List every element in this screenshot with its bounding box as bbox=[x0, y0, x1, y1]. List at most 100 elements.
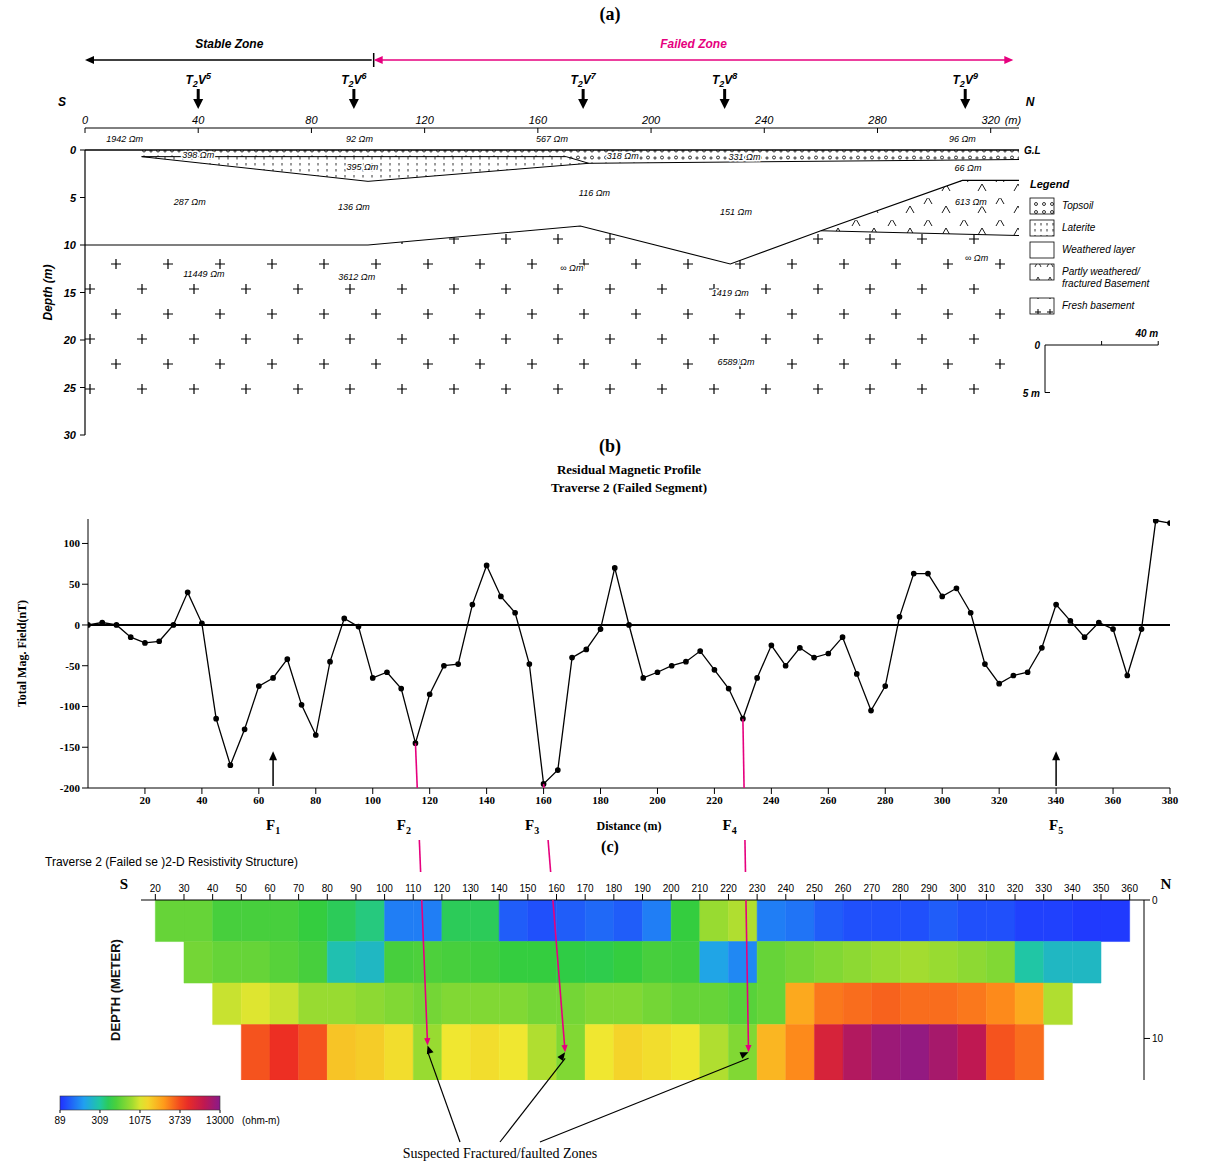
svg-text:40 m: 40 m bbox=[1134, 328, 1158, 339]
svg-text:110: 110 bbox=[405, 883, 421, 894]
svg-text:N: N bbox=[1026, 95, 1035, 109]
svg-text:280: 280 bbox=[867, 114, 887, 126]
svg-text:(ohm-m): (ohm-m) bbox=[242, 1115, 280, 1126]
svg-text:Residual Magnetic Profile: Residual Magnetic Profile bbox=[557, 462, 701, 477]
svg-text:30: 30 bbox=[178, 883, 190, 894]
svg-text:G.L: G.L bbox=[1024, 145, 1041, 156]
svg-text:170: 170 bbox=[577, 883, 594, 894]
svg-text:∞ Ωm: ∞ Ωm bbox=[560, 263, 584, 273]
svg-text:-200: -200 bbox=[60, 782, 81, 794]
svg-text:25: 25 bbox=[63, 382, 77, 394]
svg-text:F3: F3 bbox=[525, 817, 539, 836]
svg-text:280: 280 bbox=[892, 883, 909, 894]
svg-text:180: 180 bbox=[592, 794, 609, 806]
svg-text:80: 80 bbox=[310, 794, 322, 806]
svg-text:60: 60 bbox=[264, 883, 276, 894]
svg-text:S: S bbox=[58, 95, 66, 109]
svg-text:320: 320 bbox=[1007, 883, 1024, 894]
svg-text:190: 190 bbox=[634, 883, 651, 894]
svg-text:320: 320 bbox=[991, 794, 1008, 806]
svg-text:80: 80 bbox=[305, 114, 318, 126]
svg-text:151 Ωm: 151 Ωm bbox=[720, 207, 752, 217]
svg-text:360: 360 bbox=[1105, 794, 1122, 806]
svg-text:89: 89 bbox=[54, 1115, 66, 1126]
svg-text:92 Ωm: 92 Ωm bbox=[346, 134, 373, 144]
svg-text:T2V9: T2V9 bbox=[953, 71, 978, 89]
svg-text:310: 310 bbox=[978, 883, 995, 894]
svg-text:(a): (a) bbox=[600, 4, 621, 25]
svg-text:100: 100 bbox=[376, 883, 393, 894]
svg-text:5: 5 bbox=[70, 192, 77, 204]
svg-text:309: 309 bbox=[92, 1115, 109, 1126]
svg-text:50: 50 bbox=[236, 883, 248, 894]
svg-text:Total Mag. Field(nT): Total Mag. Field(nT) bbox=[15, 600, 29, 707]
svg-text:120: 120 bbox=[415, 114, 434, 126]
svg-text:280: 280 bbox=[877, 794, 894, 806]
svg-text:Traverse 2 (Failed Segment): Traverse 2 (Failed Segment) bbox=[551, 480, 707, 495]
svg-text:20: 20 bbox=[139, 794, 151, 806]
svg-text:20: 20 bbox=[150, 883, 162, 894]
svg-text:398 Ωm: 398 Ωm bbox=[182, 150, 214, 160]
svg-text:331 Ωm: 331 Ωm bbox=[729, 152, 761, 162]
svg-text:Depth (m): Depth (m) bbox=[41, 265, 55, 321]
svg-text:15: 15 bbox=[64, 287, 77, 299]
svg-text:260: 260 bbox=[835, 883, 852, 894]
svg-text:140: 140 bbox=[478, 794, 495, 806]
svg-text:40: 40 bbox=[192, 114, 205, 126]
svg-text:-50: -50 bbox=[65, 660, 80, 672]
svg-text:S: S bbox=[120, 876, 128, 892]
svg-text:210: 210 bbox=[691, 883, 708, 894]
svg-text:(b): (b) bbox=[599, 436, 621, 457]
svg-text:Legend: Legend bbox=[1030, 178, 1069, 190]
svg-text:240: 240 bbox=[763, 794, 780, 806]
svg-text:-100: -100 bbox=[60, 700, 81, 712]
svg-text:10: 10 bbox=[1152, 1033, 1164, 1044]
svg-text:0: 0 bbox=[82, 114, 89, 126]
svg-text:∞ Ωm: ∞ Ωm bbox=[965, 253, 989, 263]
svg-text:116 Ωm: 116 Ωm bbox=[579, 188, 611, 198]
svg-text:160: 160 bbox=[529, 114, 548, 126]
svg-text:Failed Zone: Failed Zone bbox=[660, 37, 727, 51]
svg-text:220: 220 bbox=[706, 794, 723, 806]
svg-text:Traverse 2 (Failed se )2-D Res: Traverse 2 (Failed se )2-D Resistivity S… bbox=[45, 855, 298, 869]
svg-text:F5: F5 bbox=[1049, 817, 1063, 836]
svg-text:0: 0 bbox=[75, 619, 81, 631]
svg-text:Topsoil: Topsoil bbox=[1062, 200, 1094, 211]
svg-text:287 Ωm: 287 Ωm bbox=[173, 197, 206, 207]
svg-text:1419 Ωm: 1419 Ωm bbox=[712, 288, 749, 298]
svg-text:Laterite: Laterite bbox=[1062, 222, 1096, 233]
svg-text:613 Ωm: 613 Ωm bbox=[955, 197, 987, 207]
svg-text:270: 270 bbox=[863, 883, 880, 894]
svg-text:T2V8: T2V8 bbox=[712, 71, 737, 89]
svg-text:30: 30 bbox=[64, 429, 77, 440]
svg-text:100: 100 bbox=[64, 537, 81, 549]
svg-text:0: 0 bbox=[1034, 340, 1040, 351]
svg-text:180: 180 bbox=[605, 883, 622, 894]
svg-text:Distance (m): Distance (m) bbox=[597, 819, 662, 833]
svg-text:340: 340 bbox=[1048, 794, 1065, 806]
svg-text:1075: 1075 bbox=[129, 1115, 152, 1126]
svg-text:290: 290 bbox=[921, 883, 938, 894]
svg-text:320: 320 bbox=[982, 114, 1001, 126]
svg-text:1942 Ωm: 1942 Ωm bbox=[106, 134, 143, 144]
svg-text:220: 220 bbox=[720, 883, 737, 894]
svg-text:318 Ωm: 318 Ωm bbox=[607, 151, 639, 161]
svg-text:250: 250 bbox=[806, 883, 823, 894]
svg-text:0: 0 bbox=[1152, 895, 1158, 906]
svg-text:330: 330 bbox=[1035, 883, 1052, 894]
svg-text:360: 360 bbox=[1121, 883, 1138, 894]
svg-text:5 m: 5 m bbox=[1023, 388, 1040, 399]
svg-text:230: 230 bbox=[749, 883, 766, 894]
svg-text:240: 240 bbox=[777, 883, 794, 894]
svg-text:150: 150 bbox=[520, 883, 537, 894]
svg-text:200: 200 bbox=[663, 883, 680, 894]
svg-text:120: 120 bbox=[434, 883, 451, 894]
svg-text:10: 10 bbox=[64, 239, 77, 251]
svg-text:F2: F2 bbox=[397, 817, 411, 836]
svg-text:T2V6: T2V6 bbox=[341, 71, 367, 89]
svg-text:66 Ωm: 66 Ωm bbox=[955, 163, 982, 173]
svg-text:50: 50 bbox=[69, 578, 81, 590]
svg-text:567 Ωm: 567 Ωm bbox=[536, 134, 568, 144]
svg-text:40: 40 bbox=[196, 794, 208, 806]
svg-text:20: 20 bbox=[63, 334, 77, 346]
